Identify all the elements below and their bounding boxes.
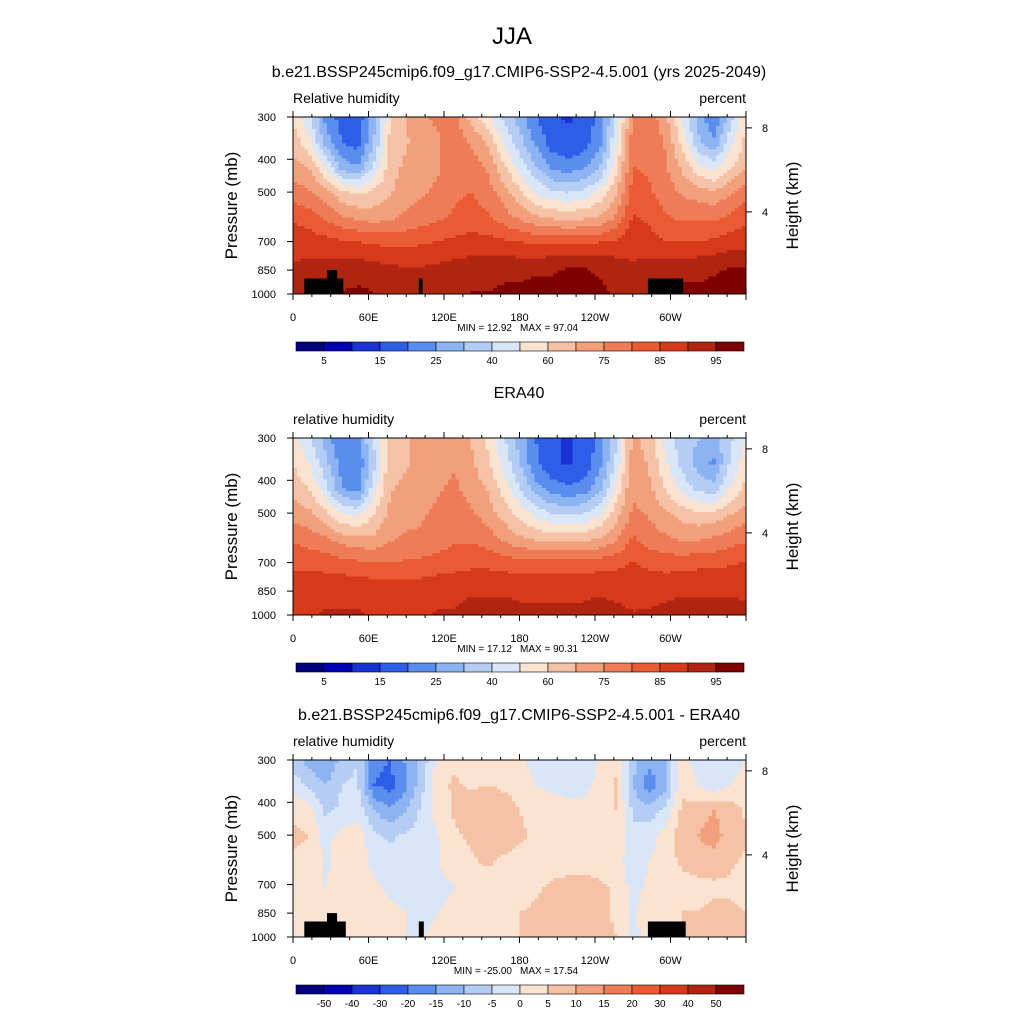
panel-title: b.e21.BSSP245cmip6.f09_g17.CMIP6-SSP2-4.… [272,64,767,81]
units-label: percent [699,90,746,106]
figure-title: JJA [492,23,532,50]
panel-1: b.e21.BSSP245cmip6.f09_g17.CMIP6-SSP2-4.… [222,64,802,367]
field-label: Relative humidity [293,90,400,106]
contour-field [293,117,747,295]
